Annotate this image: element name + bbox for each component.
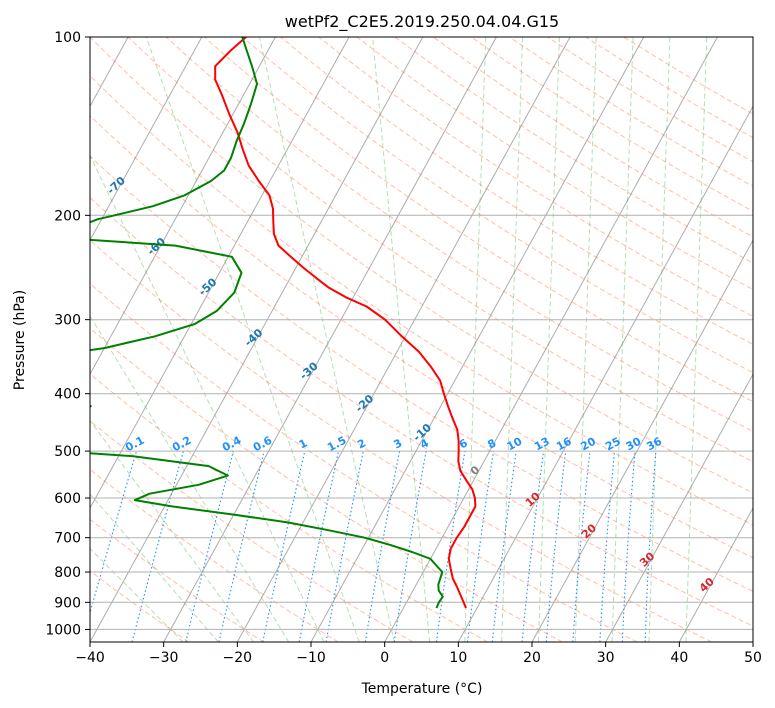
y-tick-label: 600 <box>54 491 81 507</box>
isotherm-label: -90 <box>5 86 29 109</box>
dry-adiabat <box>90 155 753 592</box>
chart-title: wetPf2_C2E5.2019.250.04.04.G15 <box>285 12 559 32</box>
plot-frame <box>89 36 754 643</box>
x-tick-label: 30 <box>597 650 615 666</box>
x-tick-label: −40 <box>75 650 105 666</box>
isotherm <box>457 105 753 642</box>
isotherm <box>236 37 571 642</box>
isotherm <box>90 37 276 376</box>
dry-adiabat <box>90 114 753 559</box>
moist-adiabat <box>145 37 360 642</box>
dry-adiabat <box>90 518 264 642</box>
mixing-ratio-label: 25 <box>603 435 623 454</box>
pressure-gridlines <box>90 37 753 630</box>
temperature-profile-line <box>214 37 477 609</box>
dry-adiabat <box>90 373 488 642</box>
moist-adiabat <box>648 37 671 642</box>
dry-adiabat <box>90 282 638 642</box>
y-tick-label: 500 <box>54 444 81 460</box>
isotherm <box>163 37 497 642</box>
mixing-ratio-line <box>218 450 265 642</box>
isotherm <box>90 37 350 510</box>
moist-adiabat <box>90 315 290 642</box>
moist-adiabat <box>501 37 524 642</box>
plot-area <box>90 37 753 642</box>
dry-adiabat <box>280 37 753 345</box>
x-tick-label: 10 <box>449 650 467 666</box>
mixing-ratio-label: 30 <box>624 435 644 454</box>
y-tick-label: 800 <box>54 565 81 581</box>
moist-adiabat <box>258 37 395 642</box>
dry-adiabat <box>318 37 753 318</box>
dry-adiabat <box>127 37 753 463</box>
x-tick-label: 40 <box>670 650 688 666</box>
isotherm <box>752 640 753 642</box>
mixing-ratio-label: 16 <box>554 435 574 454</box>
mixing-ratio-label: 13 <box>532 435 552 454</box>
mixing-ratio-line <box>466 451 495 642</box>
dry-adiabat <box>90 570 190 642</box>
dewpoint-profile-line <box>90 37 444 609</box>
y-axis: 100 200 300 400 500 600 700 800 900 1000 <box>45 30 90 638</box>
isotherm <box>605 373 753 642</box>
dry-adiabat <box>90 468 339 642</box>
isotherm-label: -80 <box>57 127 81 150</box>
dry-adiabat <box>90 239 712 642</box>
mixing-ratio-line <box>545 451 567 642</box>
isotherm <box>384 37 718 642</box>
y-tick-label: 100 <box>54 30 81 46</box>
isotherm <box>678 506 753 642</box>
moist-adiabat <box>372 37 431 642</box>
moist-adiabat <box>90 419 254 642</box>
profile-lines <box>90 37 477 609</box>
mixing-ratio-line <box>521 451 545 642</box>
mixing-ratio-label: 10 <box>505 435 525 454</box>
x-tick-label: 0 <box>380 650 389 666</box>
x-tick-label: −20 <box>223 650 253 666</box>
mixing-ratio-line <box>491 451 517 642</box>
moist-adiabat <box>90 547 184 642</box>
x-tick-label: −10 <box>296 650 326 666</box>
mixing-ratio-line <box>262 450 306 642</box>
mixing-ratio-line <box>435 451 466 642</box>
isotherm <box>531 239 753 642</box>
background-lines <box>90 37 753 642</box>
x-tick-label: 20 <box>523 650 541 666</box>
y-tick-label: 200 <box>54 208 81 224</box>
dry-adiabat <box>242 37 753 374</box>
isotherm <box>90 37 424 642</box>
y-tick-label: 400 <box>54 387 81 403</box>
y-tick-label: 300 <box>54 313 81 329</box>
y-tick-label: 900 <box>54 595 81 611</box>
dry-adiabat <box>90 196 753 627</box>
mixing-ratio-line <box>185 450 234 642</box>
mixing-ratio-label: 36 <box>644 435 664 454</box>
mixing-ratio-label: 20 <box>578 435 598 454</box>
dry-adiabat <box>90 37 753 494</box>
y-axis-title: Pressure (hPa) <box>12 290 28 390</box>
y-tick-label: 700 <box>54 531 81 547</box>
isotherm <box>90 37 203 242</box>
x-axis-title: Temperature (°C) <box>361 681 483 697</box>
moist-adiabat <box>574 37 597 642</box>
mixing-ratio-line <box>572 451 591 642</box>
y-tick-label: 1000 <box>45 622 81 638</box>
mixing-ratio-line <box>90 450 138 615</box>
x-tick-label: −30 <box>149 650 179 666</box>
x-axis: −40 −30 −20 −10 0 10 20 30 40 50 <box>75 642 762 666</box>
x-tick-label: 50 <box>744 650 762 666</box>
isotherm <box>310 37 645 642</box>
